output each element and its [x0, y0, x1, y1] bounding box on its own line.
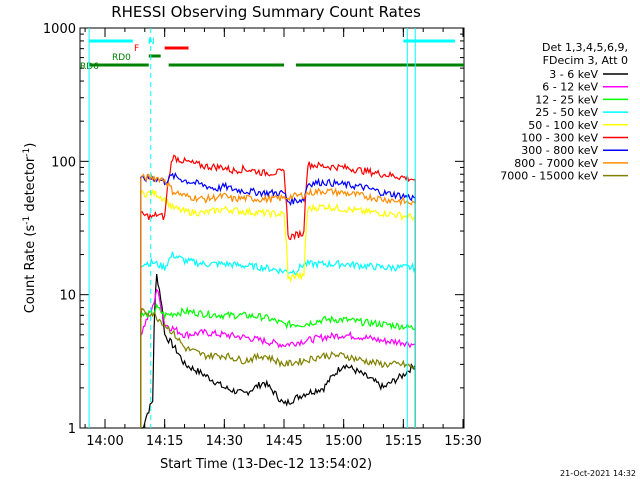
flag-label: RD0 [112, 53, 131, 63]
series-line [140, 189, 416, 428]
y-axis: 1 10 100 1000 [43, 22, 464, 437]
legend-entry: 7000 - 15000 keV [500, 170, 598, 183]
x-tick-label: 14:30 [206, 434, 243, 449]
series-line [140, 173, 416, 428]
y-tick-label: 1 [68, 422, 76, 437]
series-line [140, 154, 416, 428]
x-axis: 14:00 14:15 14:30 14:45 15:00 15:15 15:30 [84, 28, 482, 449]
legend-entry: 50 - 100 keV [528, 119, 598, 132]
flag-label: RD6 [80, 62, 99, 72]
series-line [140, 274, 416, 429]
x-tick-label: 14:45 [265, 434, 302, 449]
x-tick-label: 15:00 [325, 434, 362, 449]
series-line [140, 288, 416, 428]
x-tick-label: 14:00 [86, 434, 123, 449]
chart-title: RHESSI Observing Summary Count Rates [111, 3, 421, 21]
flag-label: N [148, 37, 155, 47]
legend-header-line-1: Det 1,3,4,5,6,9, [542, 41, 628, 54]
x-axis-label: Start Time (13-Dec-12 13:54:02) [160, 457, 372, 472]
legend-entry: 300 - 800 keV [521, 144, 598, 157]
flag-label: F [134, 44, 139, 54]
legend-entry: 3 - 6 keV [549, 68, 598, 81]
plot-frame [79, 27, 465, 429]
y-axis-label: Count Rate (s-1 detector-1) [22, 143, 38, 314]
series-layer [140, 154, 416, 429]
series-line [140, 307, 416, 428]
vline-layer [88, 28, 416, 428]
y-tick-label: 10 [59, 289, 76, 304]
y-tick-label: 100 [51, 155, 76, 170]
x-tick-label: 15:30 [444, 434, 481, 449]
legend-entry: 100 - 300 keV [521, 132, 598, 145]
series-line [140, 171, 416, 428]
legend-entry: 6 - 12 keV [542, 81, 598, 94]
series-line [140, 251, 416, 428]
legend-entry: 25 - 50 keV [535, 106, 598, 119]
legend: Det 1,3,4,5,6,9, FDecim 3, Att 0 3 - 6 k… [500, 41, 628, 183]
series-line [140, 303, 416, 428]
footer-timestamp: 21-Oct-2021 14:32 [560, 469, 636, 478]
legend-header-line-2: FDecim 3, Att 0 [543, 54, 628, 67]
x-tick-label: 15:15 [385, 434, 422, 449]
legend-entry: 800 - 7000 keV [514, 157, 598, 170]
legend-entry: 12 - 25 keV [535, 93, 598, 106]
y-tick-label: 1000 [43, 22, 76, 37]
x-tick-label: 14:15 [146, 434, 183, 449]
